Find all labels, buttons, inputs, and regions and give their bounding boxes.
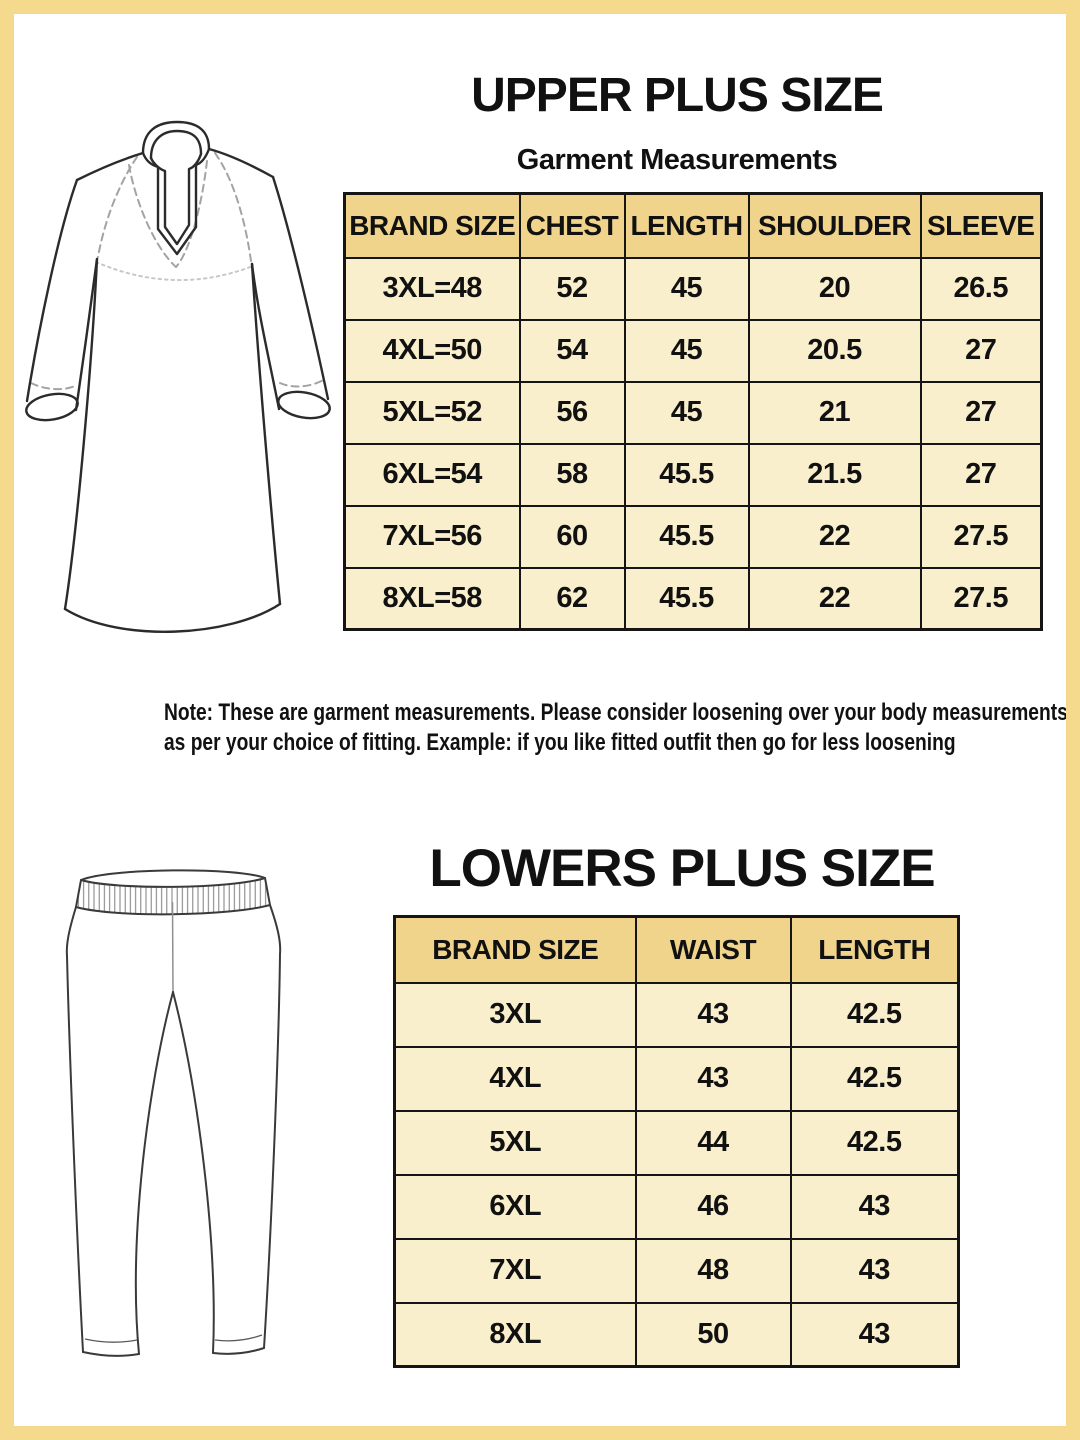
table-cell: 22 bbox=[747, 504, 922, 569]
table-cell: 45.5 bbox=[623, 442, 750, 507]
table-cell: 4XL bbox=[393, 1045, 637, 1112]
table-cell: 45.5 bbox=[623, 566, 750, 631]
table-cell: 27 bbox=[919, 318, 1043, 383]
table-cell: 45.5 bbox=[623, 504, 750, 569]
table-row: 7XL 48 43 bbox=[393, 1237, 960, 1304]
pants-illustration bbox=[65, 869, 282, 1357]
table-cell: 48 bbox=[634, 1237, 792, 1304]
table-cell: 7XL=56 bbox=[343, 504, 521, 569]
table-row: 3XL=48 52 45 20 26.5 bbox=[343, 256, 1043, 321]
column-header: BRAND SIZE bbox=[393, 915, 637, 984]
lowers-title: LOWERS PLUS SIZE bbox=[429, 839, 935, 898]
table-cell: 45 bbox=[623, 380, 750, 445]
table-cell: 43 bbox=[789, 1237, 960, 1304]
table-cell: 43 bbox=[789, 1301, 960, 1368]
lowers-table-body: 3XL 43 42.5 4XL 43 42.5 5XL 44 42.5 6XL 46 43 7XL 48 4… bbox=[393, 981, 960, 1368]
table-row: 6XL 46 43 bbox=[393, 1173, 960, 1240]
table-row: 5XL 44 42.5 bbox=[393, 1109, 960, 1176]
table-cell: 3XL=48 bbox=[343, 256, 521, 321]
table-cell: 8XL=58 bbox=[343, 566, 521, 631]
lowers-table-header-row: BRAND SIZE WAIST LENGTH bbox=[393, 915, 960, 984]
table-row: 8XL=58 62 45.5 22 27.5 bbox=[343, 566, 1043, 631]
table-cell: 58 bbox=[518, 442, 626, 507]
kurta-illustration bbox=[25, 120, 331, 633]
measurement-note: Note: These are garment measurements. Pl… bbox=[70, 698, 1068, 758]
table-cell: 54 bbox=[518, 318, 626, 383]
upper-size-table: BRAND SIZE CHEST LENGTH SHOULDER SLEEVE 3XL=… bbox=[343, 192, 1043, 631]
table-cell: 20.5 bbox=[747, 318, 922, 383]
table-cell: 27 bbox=[919, 442, 1043, 507]
table-cell: 8XL bbox=[393, 1301, 637, 1368]
column-header: SHOULDER bbox=[747, 192, 922, 259]
column-header: SLEEVE bbox=[919, 192, 1043, 259]
table-row: 4XL=50 54 45 20.5 27 bbox=[343, 318, 1043, 383]
table-cell: 52 bbox=[518, 256, 626, 321]
table-cell: 5XL bbox=[393, 1109, 637, 1176]
table-cell: 5XL=52 bbox=[343, 380, 521, 445]
column-header: LENGTH bbox=[789, 915, 960, 984]
column-header: LENGTH bbox=[623, 192, 750, 259]
table-row: 5XL=52 56 45 21 27 bbox=[343, 380, 1043, 445]
table-cell: 56 bbox=[518, 380, 626, 445]
upper-table-header-row: BRAND SIZE CHEST LENGTH SHOULDER SLEEVE bbox=[343, 192, 1043, 259]
table-cell: 4XL=50 bbox=[343, 318, 521, 383]
column-header: WAIST bbox=[634, 915, 792, 984]
table-cell: 60 bbox=[518, 504, 626, 569]
table-cell: 46 bbox=[634, 1173, 792, 1240]
table-cell: 6XL=54 bbox=[343, 442, 521, 507]
table-cell: 45 bbox=[623, 318, 750, 383]
upper-table-body: 3XL=48 52 45 20 26.5 4XL=50 54 45 20.5 27 5XL=52 56… bbox=[343, 256, 1043, 631]
note-line-1: Note: These are garment measurements. Pl… bbox=[164, 699, 1068, 726]
table-row: 6XL=54 58 45.5 21.5 27 bbox=[343, 442, 1043, 507]
table-row: 7XL=56 60 45.5 22 27.5 bbox=[343, 504, 1043, 569]
table-cell: 42.5 bbox=[789, 1109, 960, 1176]
table-cell: 43 bbox=[789, 1173, 960, 1240]
table-cell: 50 bbox=[634, 1301, 792, 1368]
table-cell: 7XL bbox=[393, 1237, 637, 1304]
table-row: 3XL 43 42.5 bbox=[393, 981, 960, 1048]
table-cell: 42.5 bbox=[789, 1045, 960, 1112]
note-line-2: as per your choice of fitting. Example: … bbox=[164, 729, 956, 756]
table-cell: 27.5 bbox=[919, 504, 1043, 569]
table-cell: 27.5 bbox=[919, 566, 1043, 631]
column-header: BRAND SIZE bbox=[343, 192, 521, 259]
table-cell: 44 bbox=[634, 1109, 792, 1176]
table-cell: 27 bbox=[919, 380, 1043, 445]
lowers-size-table: BRAND SIZE WAIST LENGTH 3XL 43 42.5 4XL 43 42.5… bbox=[393, 915, 960, 1368]
table-cell: 42.5 bbox=[789, 981, 960, 1048]
table-cell: 45 bbox=[623, 256, 750, 321]
table-cell: 43 bbox=[634, 1045, 792, 1112]
table-cell: 6XL bbox=[393, 1173, 637, 1240]
upper-title: UPPER PLUS SIZE bbox=[471, 69, 884, 122]
column-header: CHEST bbox=[518, 192, 626, 259]
table-row: 8XL 50 43 bbox=[393, 1301, 960, 1368]
table-cell: 26.5 bbox=[919, 256, 1043, 321]
table-cell: 43 bbox=[634, 981, 792, 1048]
table-cell: 21.5 bbox=[747, 442, 922, 507]
table-cell: 62 bbox=[518, 566, 626, 631]
table-cell: 22 bbox=[747, 566, 922, 631]
upper-subtitle: Garment Measurements bbox=[516, 144, 838, 176]
table-cell: 3XL bbox=[393, 981, 637, 1048]
table-row: 4XL 43 42.5 bbox=[393, 1045, 960, 1112]
table-cell: 20 bbox=[747, 256, 922, 321]
table-cell: 21 bbox=[747, 380, 922, 445]
